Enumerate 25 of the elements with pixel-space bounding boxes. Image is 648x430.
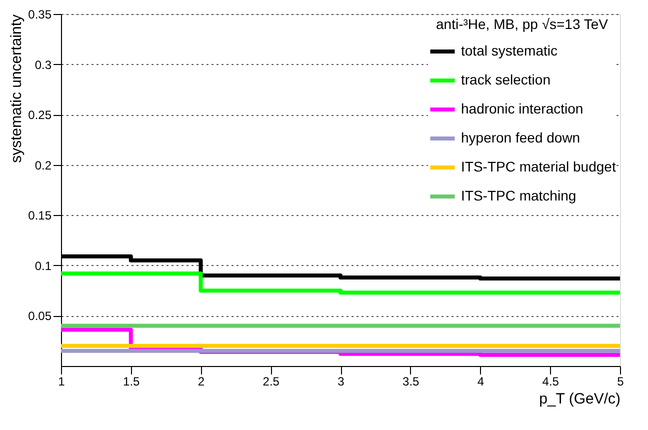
y-tick-label: 0.15 bbox=[28, 208, 52, 223]
x-tick-label: 4.5 bbox=[542, 374, 560, 388]
x-tick-label: 1.5 bbox=[123, 374, 140, 388]
y-tick-label: 0.35 bbox=[28, 8, 52, 22]
legend-title: anti-³He, MB, pp √s=13 TeV bbox=[436, 16, 609, 32]
legend-label: total systematic bbox=[461, 42, 558, 58]
x-tick-label: 3 bbox=[338, 374, 345, 388]
y-tick-label: 0.05 bbox=[28, 309, 52, 324]
x-tick-label: 2 bbox=[198, 374, 205, 388]
legend-label: ITS-TPC material budget bbox=[461, 158, 616, 174]
legend-label: hyperon feed down bbox=[461, 130, 580, 146]
x-tick-label: 2.5 bbox=[262, 374, 280, 388]
y-tick-label: 0.2 bbox=[34, 158, 52, 172]
legend-label: track selection bbox=[461, 72, 550, 88]
y-axis-title: systematic uncertainty bbox=[8, 14, 26, 163]
y-tick-label: 0.3 bbox=[34, 58, 52, 72]
x-axis-title: p_T (GeV/c) bbox=[539, 390, 620, 408]
x-tick-label: 4 bbox=[477, 374, 484, 388]
x-tick-label: 5 bbox=[617, 374, 624, 388]
y-tick-label: 0.1 bbox=[34, 258, 52, 273]
legend-label: hadronic interaction bbox=[461, 100, 584, 116]
x-tick-label: 1 bbox=[58, 374, 66, 388]
legend-label: ITS-TPC matching bbox=[461, 188, 576, 204]
y-tick-label: 0.25 bbox=[28, 108, 52, 122]
x-tick-label: 3.5 bbox=[402, 374, 420, 388]
